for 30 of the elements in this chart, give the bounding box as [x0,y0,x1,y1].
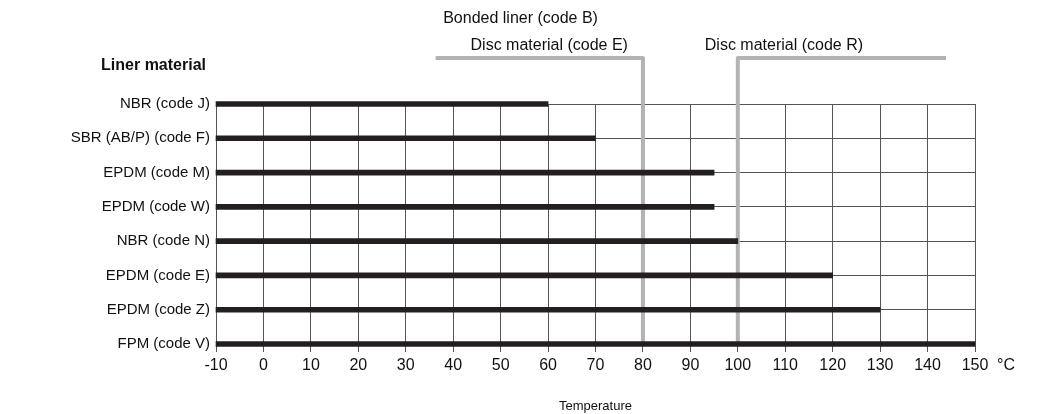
x-tick-label: 110 [772,356,799,374]
x-tick-label: 50 [491,356,510,374]
y-axis-title: Liner material [101,56,206,74]
x-tick-label: 130 [866,356,894,374]
x-tick-label: 100 [724,356,752,374]
x-tick-label: 0 [258,356,268,374]
ref-line-label: Bonded liner (code B) Disc material (code E) [443,9,628,53]
y-tick-label: EPDM (code E) [105,265,210,283]
x-tick-label: 90 [681,356,700,374]
y-tick-label: EPDM (code Z) [106,299,210,317]
text: °C [997,356,1015,374]
y-tick-label: EPDM (code W) [101,197,210,214]
ref-line-label: Disc material (code R) [704,36,864,53]
x-tick-label: 20 [349,356,368,374]
y-tick-label: SBR (AB/P) (code F) [70,128,210,146]
x-tick-label: 150 [961,356,989,374]
x-axis-title: Temperature [559,397,632,413]
y-tick-label: FPM (code V) [117,334,210,352]
x-tick-label: 140 [914,356,942,374]
x-tick-label: 40 [444,356,463,374]
x-tick-label: 70 [586,356,605,374]
x-tick-label: -10 [204,356,228,374]
y-tick-label: NBR (code N) [116,231,210,249]
x-tick-label: 60 [539,356,558,374]
x-tick-label: 10 [301,356,320,374]
x-tick-label: 30 [396,356,415,374]
x-tick-label: 120 [819,356,847,374]
y-tick-label: NBR (code J) [119,94,210,112]
y-tick-label: EPDM (code M) [103,162,210,180]
x-tick-label: 80 [634,356,652,374]
